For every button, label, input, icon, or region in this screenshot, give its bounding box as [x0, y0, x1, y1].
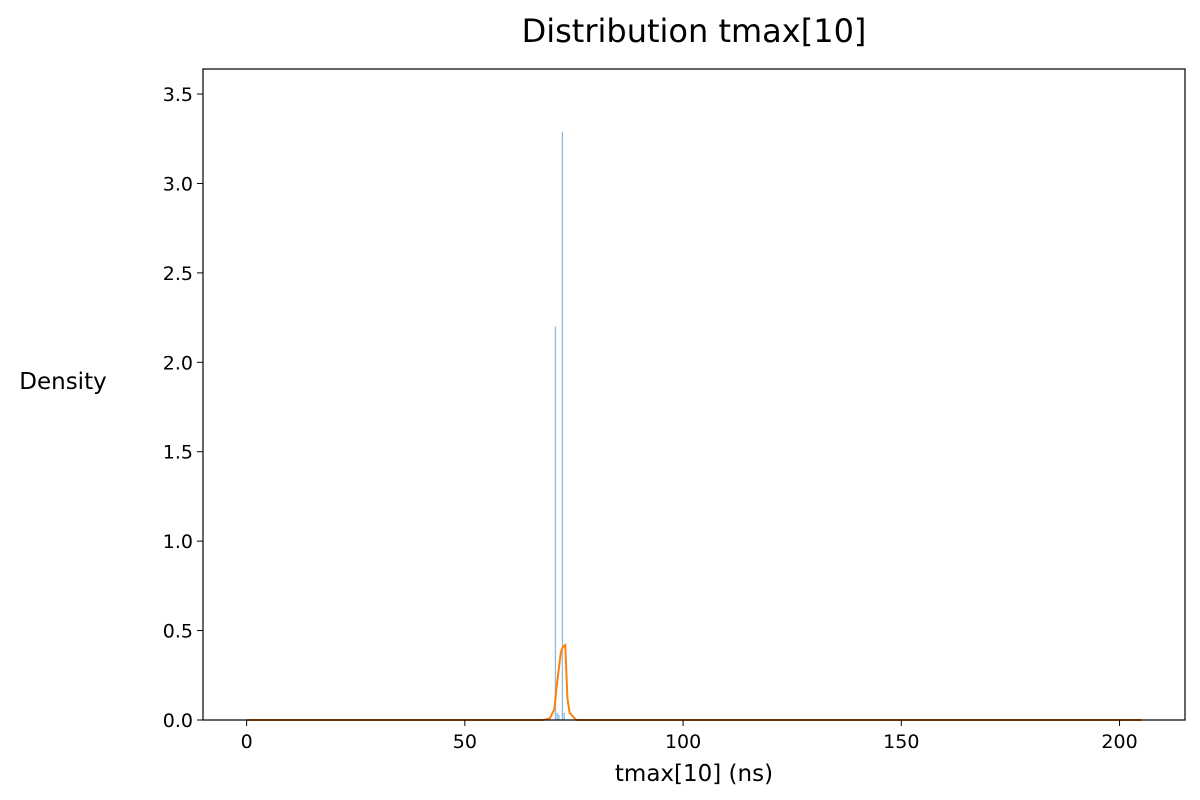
- kde-line: [246, 642, 1142, 721]
- histogram-bar: [561, 131, 564, 720]
- x-tick-label: 150: [883, 731, 919, 753]
- chart-title: Distribution tmax[10]: [522, 12, 867, 50]
- y-tick-label: 1.5: [163, 442, 193, 464]
- x-axis-label: tmax[10] (ns): [615, 761, 773, 787]
- x-tick-label: 0: [241, 731, 253, 753]
- y-tick-label: 2.5: [163, 263, 193, 285]
- y-tick-label: 0.0: [163, 710, 193, 732]
- y-tick-label: 1.0: [163, 531, 193, 553]
- x-tick-label: 100: [665, 731, 701, 753]
- y-tick-label: 3.5: [163, 84, 193, 106]
- plot-frame: [202, 68, 1186, 721]
- y-axis: 0.0 0.5 1.0 1.5 2.0 2.5 3.0 3.5: [163, 84, 203, 732]
- histogram-bar: [558, 714, 560, 720]
- y-tick-label: 3.0: [163, 173, 193, 195]
- y-tick-label: 0.5: [163, 621, 193, 643]
- x-axis: 0 50 100 150 200: [241, 720, 1138, 753]
- y-tick-label: 2.0: [163, 352, 193, 374]
- x-tick-label: 200: [1101, 731, 1137, 753]
- histogram-bar: [563, 712, 565, 720]
- y-axis-label: Density: [19, 369, 106, 395]
- plot-area: [246, 131, 1142, 721]
- x-tick-label: 50: [453, 731, 477, 753]
- histogram-bar: [554, 326, 557, 720]
- histogram-bar: [556, 712, 558, 720]
